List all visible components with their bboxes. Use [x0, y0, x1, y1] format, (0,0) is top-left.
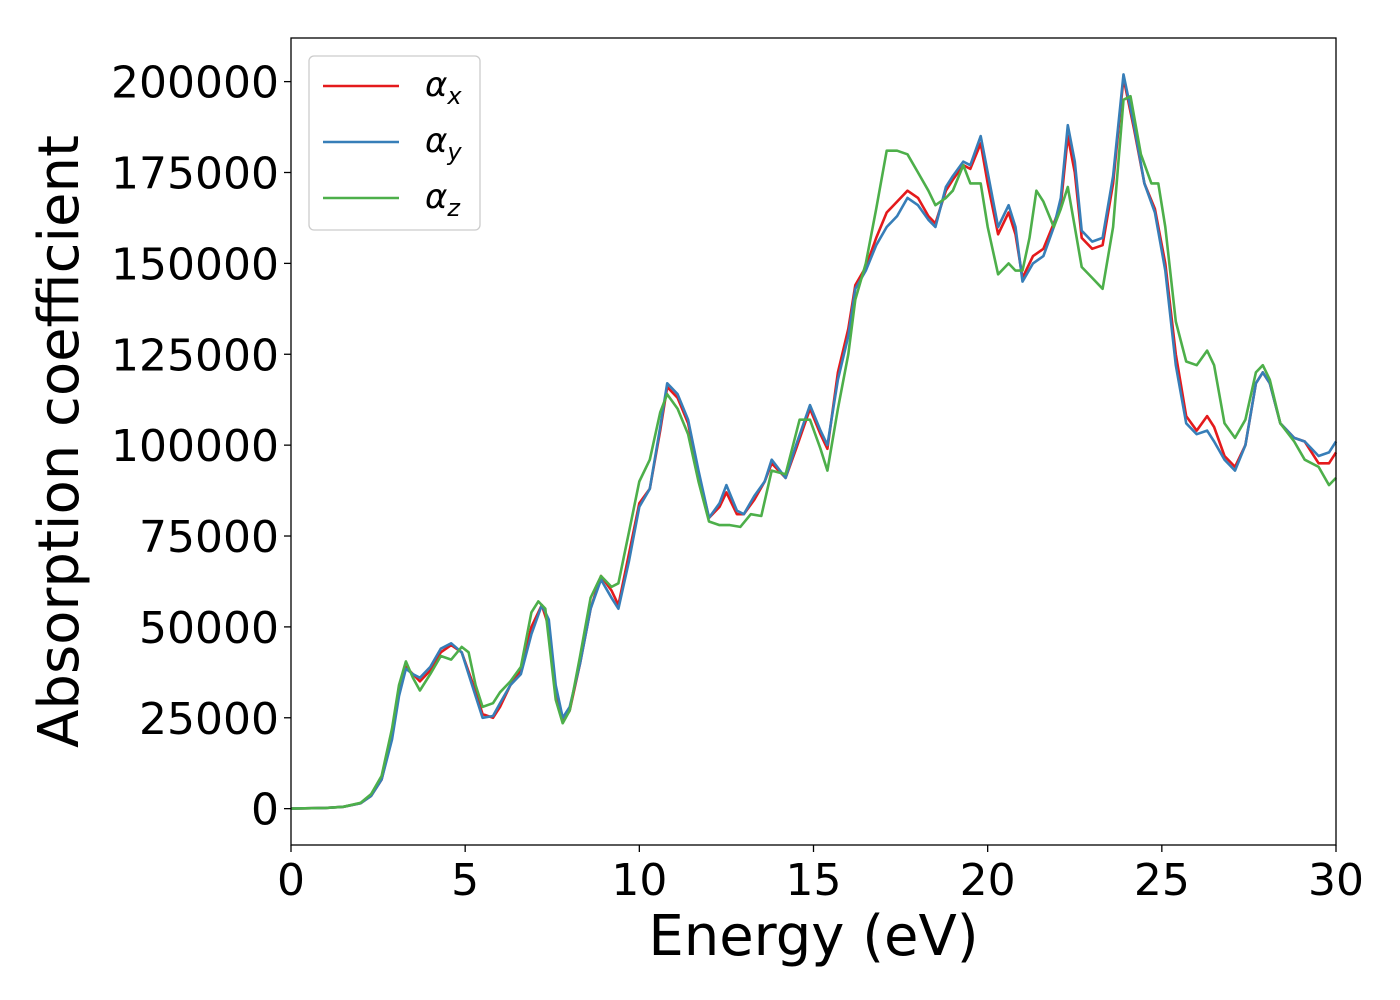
- x-tick-label: 20: [960, 855, 1016, 906]
- y-tick-label: 175000: [111, 149, 279, 200]
- y-tick-label: 0: [251, 785, 279, 836]
- x-tick-label: 30: [1308, 855, 1364, 906]
- x-tick-label: 5: [451, 855, 479, 906]
- y-axis-title: Absorption coefficient: [27, 135, 92, 748]
- x-tick-label: 10: [611, 855, 667, 906]
- y-tick-label: 50000: [139, 603, 279, 654]
- series-lines: [290, 73, 1338, 810]
- y-tick-label: 200000: [111, 58, 279, 109]
- y-tick-label: 25000: [139, 694, 279, 745]
- y-tick-label: 150000: [111, 239, 279, 290]
- y-tick-label: 100000: [111, 421, 279, 472]
- x-tick-label: 0: [277, 855, 305, 906]
- legend-label-y: αy: [425, 121, 462, 166]
- y-tick-label: 75000: [139, 512, 279, 563]
- legend-label-x: αx: [425, 65, 462, 110]
- x-tick-label: 25: [1134, 855, 1190, 906]
- y-tick-label: 125000: [111, 330, 279, 381]
- x-axis-title: Energy (eV): [648, 904, 978, 969]
- legend-label-z: αz: [425, 177, 461, 222]
- x-tick-label: 15: [786, 855, 842, 906]
- series-line-y: [290, 73, 1338, 810]
- series-line-z: [290, 94, 1337, 810]
- legend: αx αy αz: [308, 55, 481, 231]
- axis-ticks: 0 5 10 15 20 25 30 0 25000 50000 75000 100000 125000…: [111, 58, 1364, 906]
